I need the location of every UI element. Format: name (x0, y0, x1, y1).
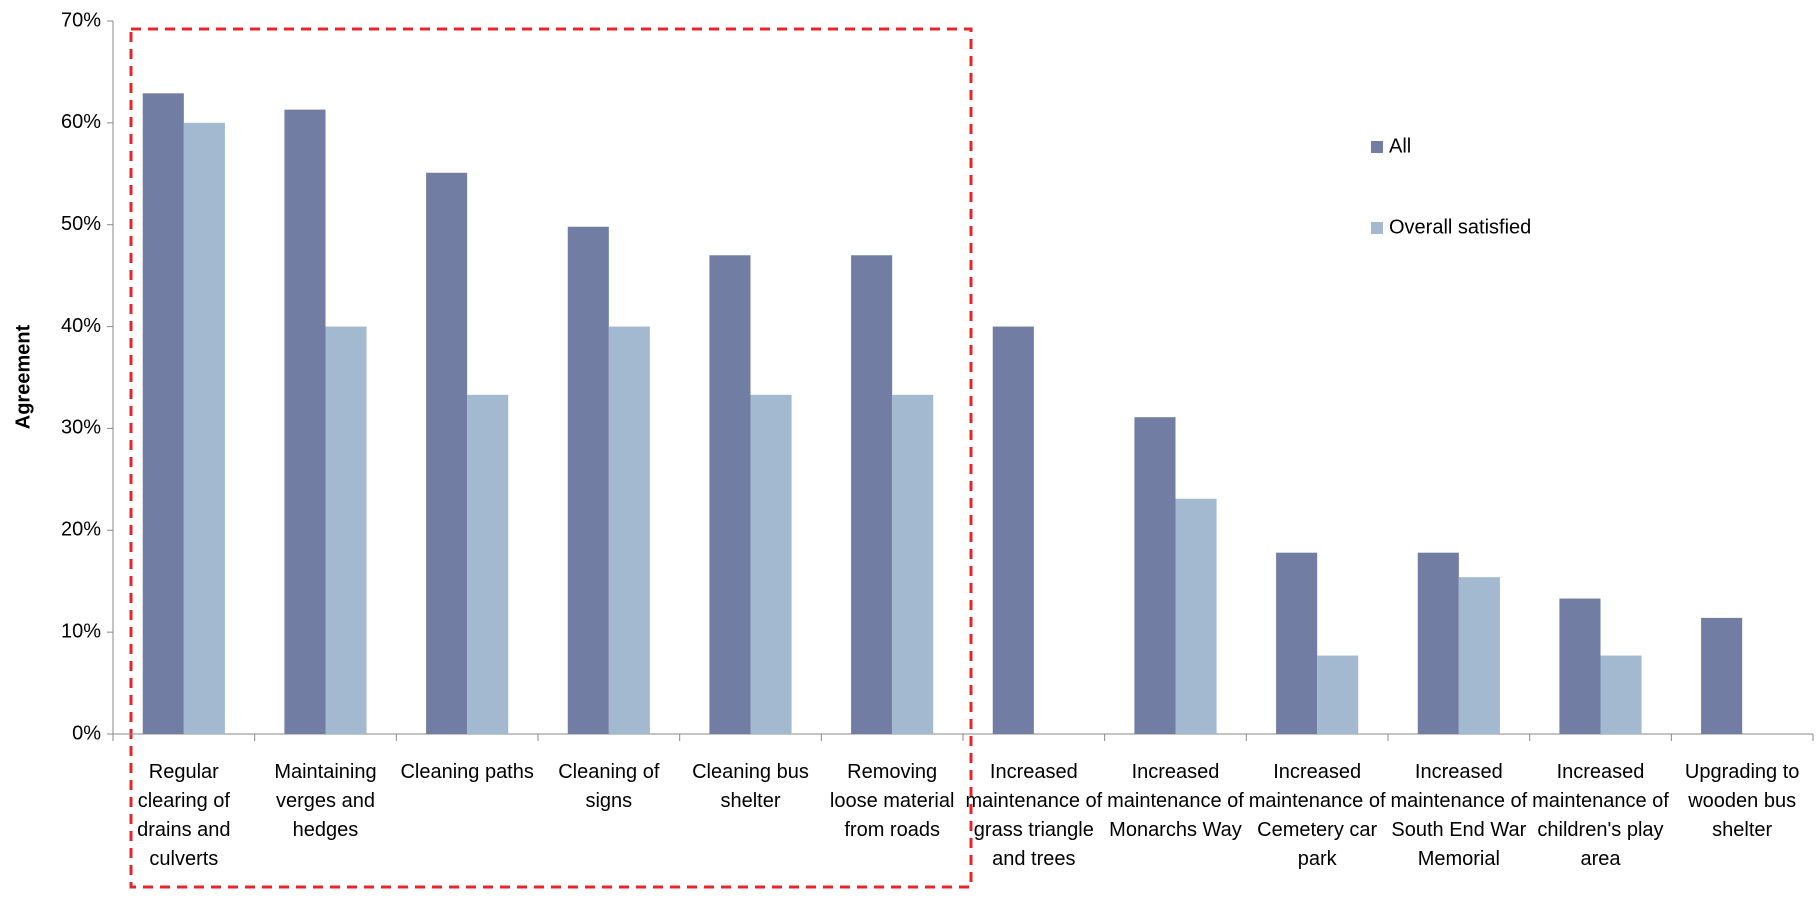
bar (1701, 617, 1743, 734)
legend-label: Overall satisfied (1389, 216, 1531, 238)
bar (992, 326, 1034, 734)
legend-swatch (1371, 141, 1383, 153)
bar (1175, 498, 1217, 734)
bar (709, 255, 751, 734)
x-tick-label: Upgrading to wooden bus shelter (1684, 761, 1800, 841)
bar (750, 394, 792, 734)
bar (1458, 577, 1500, 734)
bar (142, 93, 184, 734)
bar (892, 394, 934, 734)
y-tick-label: 0% (72, 722, 101, 744)
bar (426, 172, 468, 734)
bar (1417, 552, 1459, 734)
x-tick-label: Increased maintenance of South End War M… (1390, 761, 1528, 870)
bar (467, 394, 509, 734)
bar (1317, 655, 1359, 734)
bar (851, 255, 893, 734)
x-tick-label: Increased maintenance of grass triangle … (965, 761, 1103, 870)
y-tick-label: 20% (61, 519, 101, 541)
legend-label: All (1389, 135, 1411, 157)
x-tick-label: Cleaning bus shelter (692, 761, 809, 812)
highlight-box (129, 27, 973, 889)
y-tick-label: 70% (61, 9, 101, 31)
x-tick-label: Increased maintenance of Cemetery car pa… (1248, 761, 1386, 870)
x-tick-label: Cleaning of signs (558, 761, 660, 812)
bar (1276, 552, 1318, 734)
x-tick-label: Cleaning paths (400, 761, 534, 783)
y-axis-title: Agreement (12, 324, 34, 429)
bar (183, 122, 225, 735)
x-tick-label: Maintaining verges and hedges (274, 761, 377, 841)
x-tick-label: Removing loose material from roads (829, 761, 955, 841)
bar (284, 109, 326, 734)
y-tick-label: 30% (61, 417, 101, 439)
y-tick-label: 10% (61, 620, 101, 642)
y-tick-label: 60% (61, 111, 101, 133)
bar (1134, 417, 1176, 734)
y-tick-label: 50% (61, 213, 101, 235)
bar (1600, 655, 1642, 734)
bar (1559, 598, 1601, 734)
x-tick-label: Increased maintenance of Monarchs Way (1107, 761, 1244, 841)
x-tick-label: Regular clearing of drains and culverts (137, 761, 231, 870)
legend-swatch (1371, 222, 1383, 234)
bar (567, 226, 609, 734)
y-tick-label: 40% (61, 315, 101, 337)
bar (608, 326, 650, 734)
bar (325, 326, 367, 734)
x-tick-label: Increased maintenance of children's play… (1532, 761, 1669, 870)
